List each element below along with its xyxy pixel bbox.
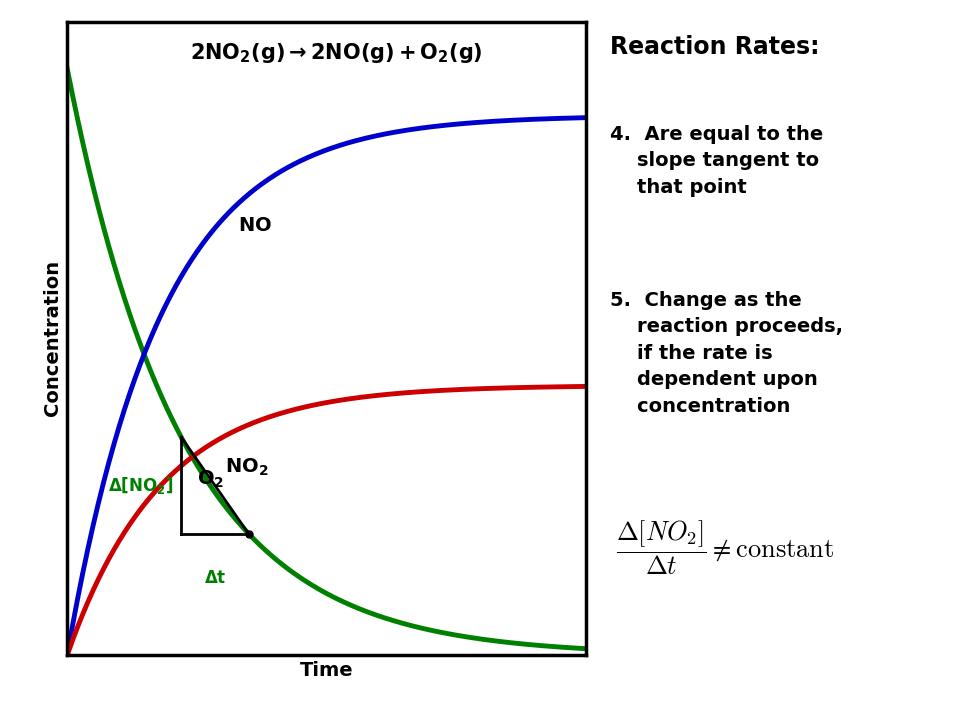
Text: $\mathbf{NO_2}$: $\mathbf{NO_2}$	[226, 456, 269, 478]
Text: Reaction Rates:: Reaction Rates:	[610, 35, 819, 59]
Text: 5.  Change as the
    reaction proceeds,
    if the rate is
    dependent upon
 : 5. Change as the reaction proceeds, if t…	[610, 291, 843, 416]
X-axis label: Time: Time	[300, 661, 353, 680]
Text: $\dfrac{\Delta[NO_2]}{\Delta t} \neq \mathrm{constant}$: $\dfrac{\Delta[NO_2]}{\Delta t} \neq \ma…	[616, 519, 835, 577]
Text: $\mathbf{O_2}$: $\mathbf{O_2}$	[197, 468, 224, 490]
Text: $\mathbf{2NO_2(g) \rightarrow 2NO(g) + O_2(g)}$: $\mathbf{2NO_2(g) \rightarrow 2NO(g) + O…	[190, 40, 483, 65]
Text: $\mathbf{\Delta t}$: $\mathbf{\Delta t}$	[204, 569, 227, 587]
Y-axis label: Concentration: Concentration	[42, 261, 61, 416]
Text: $\mathbf{\Delta[NO_2]}$: $\mathbf{\Delta[NO_2]}$	[108, 475, 174, 496]
Text: 4.  Are equal to the
    slope tangent to
    that point: 4. Are equal to the slope tangent to tha…	[610, 125, 823, 197]
Text: $\mathbf{NO}$: $\mathbf{NO}$	[238, 216, 273, 235]
